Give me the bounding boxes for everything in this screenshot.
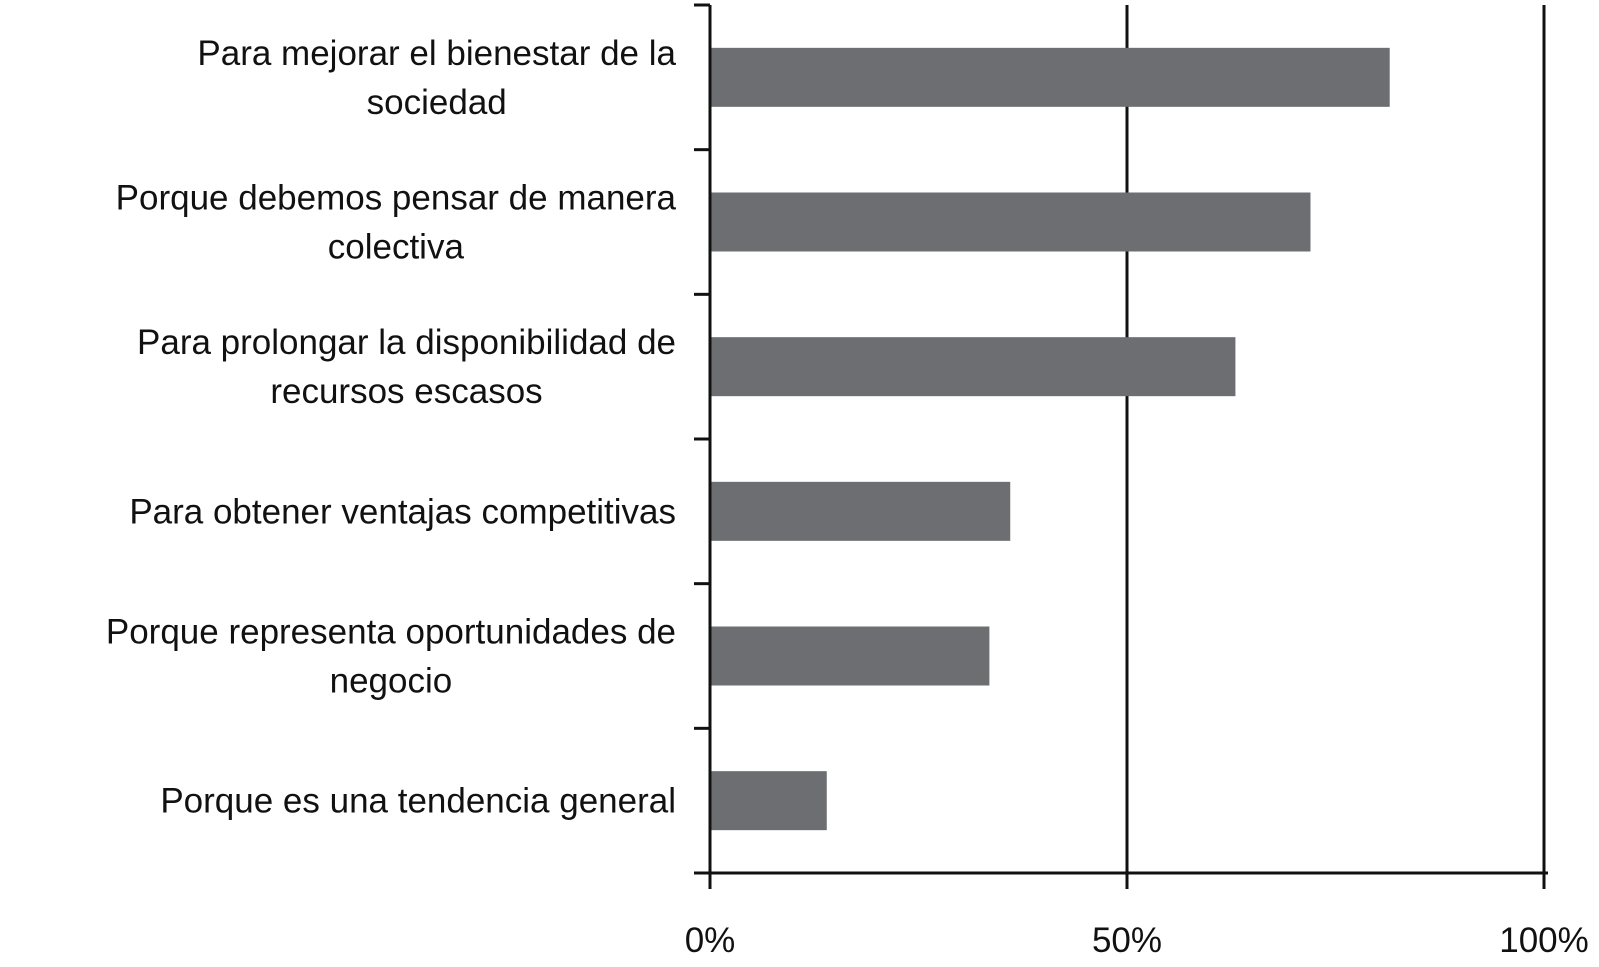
category-label-line: Para mejorar el bienestar de la <box>197 34 676 73</box>
category-label-line: Porque debemos pensar de manera <box>116 179 677 218</box>
x-tick-labels: 0% 50% 100% <box>685 921 1589 960</box>
category-label-line: sociedad <box>367 83 507 122</box>
category-label-2: Porque debemos pensar de manera colectiva <box>116 179 677 267</box>
x-tick-label-0: 0% <box>685 921 736 960</box>
x-tick-label-100: 100% <box>1499 921 1589 960</box>
category-label-3: Para prolongar la disponibilidad de recur… <box>137 323 676 411</box>
category-label-line: Para obtener ventajas competitivas <box>129 492 676 531</box>
bar-3 <box>710 337 1236 397</box>
category-label-5: Porque representa oportunidades de negoci… <box>106 613 676 701</box>
bar-1 <box>710 47 1390 107</box>
category-label-line: Porque es una tendencia general <box>160 782 676 821</box>
axes <box>694 3 1548 889</box>
category-label-line: colectiva <box>328 228 465 267</box>
category-label-6: Porque es una tendencia general <box>160 782 676 821</box>
bar-4 <box>710 481 1011 541</box>
category-label-line: recursos escasos <box>270 372 542 411</box>
bars <box>710 47 1390 831</box>
x-tick-label-50: 50% <box>1092 921 1162 960</box>
category-label-line: Para prolongar la disponibilidad de <box>137 323 676 362</box>
category-label-line: negocio <box>330 662 453 701</box>
category-label-line: Porque representa oportunidades de <box>106 613 676 652</box>
category-label-4: Para obtener ventajas competitivas <box>129 492 676 531</box>
gridlines <box>1125 5 1546 873</box>
bar-6 <box>710 771 827 831</box>
bar-2 <box>710 192 1311 252</box>
category-label-1: Para mejorar el bienestar de la sociedad <box>197 34 676 122</box>
bar-5 <box>710 626 990 686</box>
category-labels: Para mejorar el bienestar de la sociedadP… <box>106 34 677 821</box>
